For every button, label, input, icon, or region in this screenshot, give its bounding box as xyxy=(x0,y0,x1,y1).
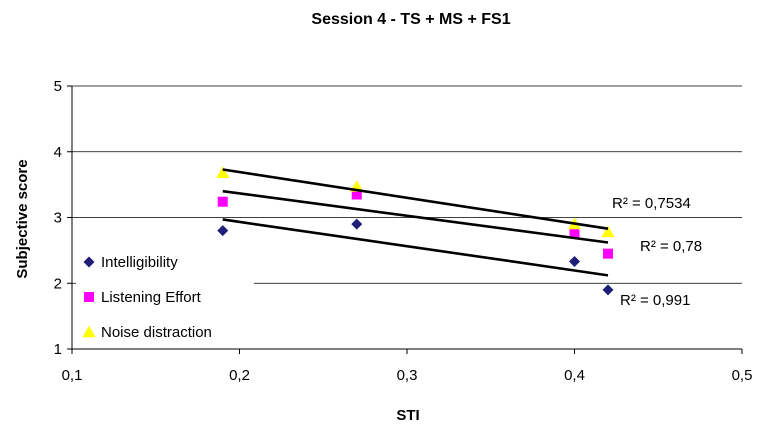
x-tick-label: 0,4 xyxy=(564,367,585,384)
point-listening-effort xyxy=(351,189,362,200)
legend-label-listening-effort: Listening Effort xyxy=(101,289,202,306)
x-axis-title: STI xyxy=(396,407,419,424)
x-tick-label: 0,3 xyxy=(397,367,418,384)
point-listening-effort xyxy=(217,196,228,207)
y-tick-label: 3 xyxy=(54,210,62,227)
point-intelligibility xyxy=(217,225,229,237)
legend-label-noise-distraction: Noise distraction xyxy=(101,324,212,341)
x-tick-label: 0,5 xyxy=(732,367,753,384)
y-tick-label: 1 xyxy=(54,341,62,358)
point-intelligibility xyxy=(351,218,363,230)
chart-title: Session 4 - TS + MS + FS1 xyxy=(311,11,510,28)
legend-marker-listening-effort xyxy=(84,292,94,302)
legend-marker-intelligibility xyxy=(83,256,95,268)
point-listening-effort xyxy=(569,228,580,239)
y-tick-label: 4 xyxy=(54,144,62,161)
x-tick-label: 0,1 xyxy=(62,367,83,384)
point-intelligibility xyxy=(569,256,580,268)
point-listening-effort xyxy=(603,248,613,259)
trendline-listening-effort xyxy=(222,189,609,244)
point-intelligibility xyxy=(602,284,614,296)
y-axis-title: Subjective score xyxy=(14,159,31,278)
legend: Intelligibility Listening Effort Noise dis… xyxy=(76,248,254,344)
point-noise-distraction xyxy=(216,166,230,178)
r2-label-listening-effort: R² = 0,78 xyxy=(640,238,702,255)
trendline-noise-distraction xyxy=(222,168,609,230)
y-tick-label: 5 xyxy=(54,78,62,95)
x-tick-label: 0,2 xyxy=(229,367,250,384)
legend-label-intelligibility: Intelligibility xyxy=(101,254,178,271)
legend-background xyxy=(76,248,254,344)
plot-area: 1 2 3 4 5 0,1 0,2 0,3 0,4 0,5 R² = 0,991 R² = 0,78 R… xyxy=(54,78,753,384)
y-tick-label: 2 xyxy=(54,275,62,292)
legend-marker-noise-distraction xyxy=(82,325,96,338)
trendline-intelligibility xyxy=(222,218,609,277)
r2-label-intelligibility: R² = 0,991 xyxy=(620,292,690,309)
point-noise-distraction xyxy=(601,225,615,238)
r2-label-noise-distraction: R² = 0,7534 xyxy=(612,195,691,212)
